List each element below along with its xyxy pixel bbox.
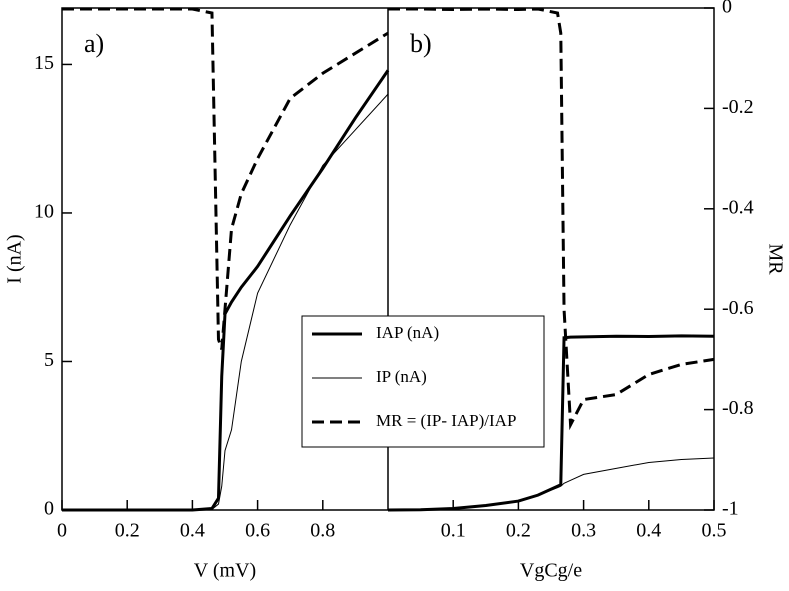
x-tick-label: 0.8 xyxy=(310,520,335,542)
x-tick-label: 0.4 xyxy=(636,520,661,542)
panel-label: a) xyxy=(84,29,104,58)
x-axis-label: V (mV) xyxy=(194,560,256,582)
y2-tick-label: -0.6 xyxy=(722,297,754,319)
series-line xyxy=(62,93,389,511)
y-axis-label: I (nA) xyxy=(4,234,26,283)
y2-tick-label: -0.8 xyxy=(722,397,754,419)
panel-label: b) xyxy=(410,29,432,58)
series-line xyxy=(387,457,715,511)
x-tick-label: 0.5 xyxy=(702,520,727,542)
y2-axis-label: MR xyxy=(764,243,786,275)
y-tick-label: 10 xyxy=(34,201,54,223)
y2-tick-label: -1 xyxy=(722,498,739,520)
x-tick-label: 0 xyxy=(57,520,67,542)
x-tick-label: 0.6 xyxy=(245,520,270,542)
legend-label: IAP (nA) xyxy=(376,323,439,342)
x-tick-label: 0.2 xyxy=(115,520,140,542)
legend-box xyxy=(301,315,545,448)
series-line xyxy=(388,7,715,431)
x-tick-label: 0.4 xyxy=(180,520,205,542)
y2-tick-label: -0.2 xyxy=(722,96,754,118)
x-axis-label: VgCg/e xyxy=(520,560,582,582)
series-line xyxy=(62,7,389,350)
y2-tick-label: 0 xyxy=(722,0,732,18)
y-tick-label: 15 xyxy=(34,52,54,74)
legend-label: MR = (IP- IAP)/IAP xyxy=(376,411,516,430)
x-tick-label: 0.2 xyxy=(506,520,531,542)
y-tick-label: 0 xyxy=(44,498,54,520)
x-tick-label: 0.3 xyxy=(571,520,596,542)
y2-tick-label: -0.4 xyxy=(722,196,754,218)
x-tick-label: 0.1 xyxy=(441,520,466,542)
y-tick-label: 5 xyxy=(44,349,54,371)
legend-label: IP (nA) xyxy=(376,367,427,386)
